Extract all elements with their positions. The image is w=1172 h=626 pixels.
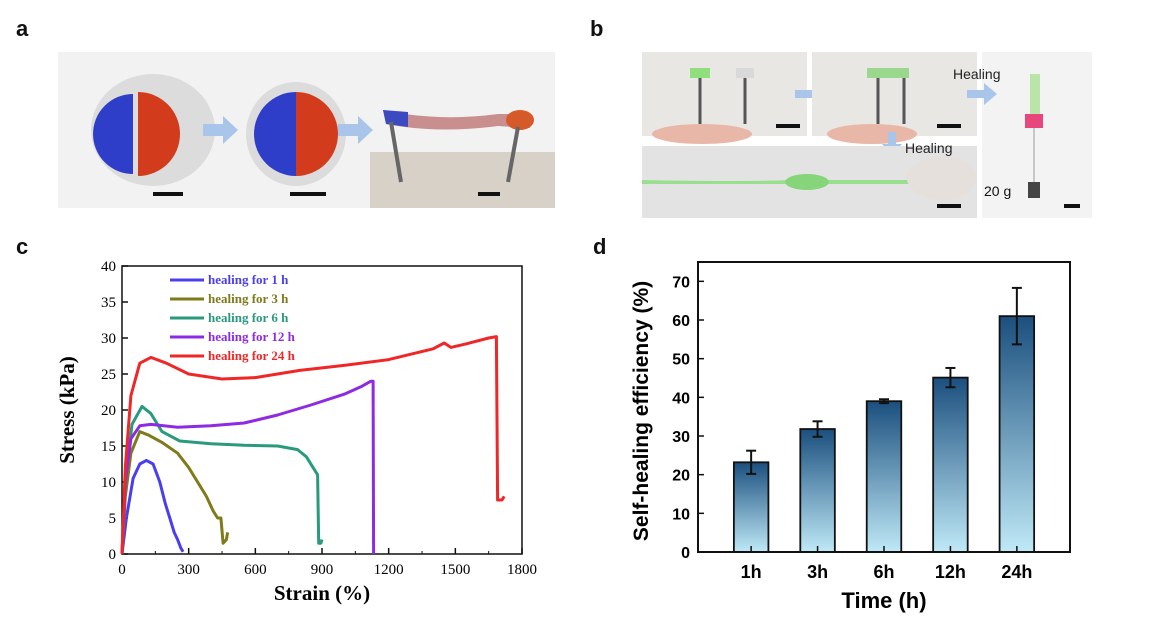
photo-a-illustration	[91, 74, 555, 208]
chart-c-legend-label: healing for 1 h	[208, 272, 289, 287]
chart-d-bar	[799, 428, 836, 553]
chart-c-x-tick-label: 600	[244, 562, 266, 578]
chart-c-y-tick-label: 40	[101, 259, 116, 275]
chart-d-bar	[998, 315, 1036, 553]
chart-d-y-tick-label: 10	[672, 506, 690, 523]
chart-d-bar	[732, 461, 770, 553]
chart-c-series-line	[120, 379, 376, 555]
photo-panel-b: Healing Healing 20 g	[642, 52, 1092, 218]
chart-c-series-line	[120, 430, 230, 555]
chart-c-y-tick-label: 5	[109, 511, 117, 527]
chart-d-y-axis-label: Self-healing efficiency (%)	[630, 281, 653, 541]
chart-d-x-tick-label: 1h	[741, 562, 762, 582]
chart-c-y-tick-label: 35	[101, 295, 116, 311]
chart-d-y-tick-label: 20	[672, 468, 690, 485]
chart-d-y-tick-label: 40	[672, 390, 690, 407]
healing-label-2: Healing	[905, 140, 952, 156]
chart-c-series-line	[120, 335, 506, 555]
chart-c-y-tick-label: 10	[101, 475, 116, 491]
chart-c-y-tick-label: 20	[101, 403, 116, 419]
chart-d-y-tick-label: 30	[672, 429, 690, 446]
panel-letter-b: b	[590, 16, 604, 41]
chart-d-y-tick-label: 0	[681, 545, 690, 562]
chart-c-x-axis-label: Strain (%)	[274, 581, 370, 605]
chart-c-x-tick-label: 900	[311, 562, 334, 578]
chart-c-legend-label: healing for 24 h	[208, 348, 296, 363]
chart-d-bar	[865, 400, 903, 553]
photo-panel-a	[58, 52, 555, 208]
chart-c-x-tick-label: 1800	[507, 562, 537, 578]
chart-c-x-tick-label: 1200	[374, 562, 404, 578]
photo-b-illustration: Healing Healing 20 g	[642, 52, 1092, 218]
chart-c-y-tick-label: 30	[101, 331, 116, 347]
chart-c-y-tick-label: 0	[109, 547, 117, 563]
chart-d-bar	[932, 376, 969, 553]
healing-label-1: Healing	[953, 66, 1000, 82]
chart-d-y-tick-label: 70	[672, 274, 690, 291]
chart-d-x-tick-label: 6h	[873, 562, 894, 582]
chart-d-x-axis-label: Time (h)	[841, 588, 926, 613]
chart-c-x-tick-label: 300	[177, 562, 200, 578]
chart-d-x-tick-label: 3h	[807, 562, 828, 582]
chart-c-legend-label: healing for 12 h	[208, 329, 296, 344]
chart-d-y-tick-label: 60	[672, 313, 690, 330]
chart-c-x-tick-label: 1500	[440, 562, 470, 578]
chart-c-series-line	[120, 458, 185, 555]
chart-c-series-line	[120, 404, 324, 555]
chart-self-healing-efficiency: 0 10 20 30 40 50 60 70 1h 3h 6h 12h 24h Time (h) Sel…	[630, 261, 1071, 613]
panel-letter-d: d	[593, 234, 607, 259]
chart-c-y-tick-label: 25	[101, 367, 116, 383]
chart-d-x-tick-label: 12h	[935, 562, 966, 582]
chart-c-y-tick-label: 15	[101, 439, 116, 455]
panel-letter-c: c	[16, 234, 29, 259]
panel-letter-a: a	[16, 16, 29, 41]
chart-c-legend-label: healing for 3 h	[208, 291, 289, 306]
chart-c-legend-label: healing for 6 h	[208, 310, 289, 325]
weight-label: 20 g	[984, 183, 1011, 199]
chart-c-x-tick-label: 0	[118, 562, 126, 578]
chart-c-plot-frame	[121, 265, 523, 555]
chart-stress-strain: 0 300 600 900 1200 1500 1800 0 5 10 15 20 25 30 35 40 h…	[55, 259, 537, 605]
chart-c-y-axis-label: Stress (kPa)	[55, 356, 79, 464]
chart-d-x-tick-label: 24h	[1001, 562, 1032, 582]
chart-d-y-tick-label: 50	[672, 352, 690, 369]
